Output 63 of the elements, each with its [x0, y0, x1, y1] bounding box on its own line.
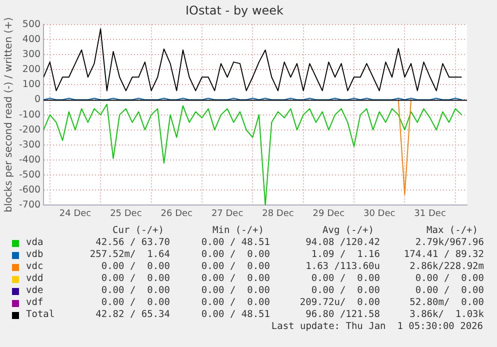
chart-title: IOstat - by week	[185, 3, 284, 18]
y-axis-title: blocks per second read (-) / written (+)	[4, 17, 15, 212]
text: 42.56 / 63.70	[96, 237, 170, 248]
text: 94.08 /120.42	[306, 237, 380, 248]
legend-label: vde	[26, 285, 44, 296]
legend-label: vda	[26, 237, 44, 248]
y-tick-label: 100	[22, 79, 41, 90]
y-tick-label: 200	[22, 64, 41, 76]
text: 3.86k/ 1.03k	[410, 309, 484, 320]
text: 2.86k/228.92m	[410, 261, 484, 272]
legend-label: Total	[26, 309, 55, 320]
legend-label: vdb	[26, 249, 44, 260]
text: 1.63 /113.60u	[306, 261, 380, 272]
y-tick-label: -200	[19, 124, 41, 136]
text: 42.82 / 65.34	[96, 309, 170, 320]
text: 0.00 / 0.00	[101, 261, 170, 272]
text: Cur (-/+)	[112, 225, 164, 236]
text: 0.00 / 0.00	[201, 261, 270, 272]
text: 96.80 /121.58	[306, 309, 380, 320]
legend-label: vdf	[26, 297, 44, 308]
y-tick-label: -700	[19, 200, 41, 211]
text: 0.00 / 0.00	[311, 273, 380, 284]
text: 0.00 / 0.00	[415, 285, 484, 296]
text: 0.00 / 48.51	[201, 237, 270, 248]
text: Avg (-/+)	[322, 225, 374, 236]
text: Last update: Thu Jan 1 05:30:00 2026	[271, 321, 483, 332]
y-tick-label: -600	[19, 184, 41, 196]
text: 1.09 / 1.16	[311, 249, 380, 260]
text: 0.00 / 0.00	[201, 249, 270, 260]
text: 2.79k/967.96	[415, 237, 484, 248]
text: 0.00 / 0.00	[101, 297, 170, 308]
text: 0.00 / 48.51	[201, 309, 270, 320]
text: 52.80m/ 0.00	[410, 297, 484, 308]
x-tick-label: 24 Dec	[59, 208, 92, 219]
text: 0.00 / 0.00	[101, 273, 170, 284]
y-tick-label: 500	[22, 18, 41, 30]
x-tick-label: 29 Dec	[312, 208, 345, 219]
legend-label: vdd	[26, 273, 44, 284]
x-tick-label: 28 Dec	[262, 208, 294, 219]
text: 209.72u/ 0.00	[300, 297, 380, 308]
x-tick-label: 26 Dec	[160, 208, 193, 219]
y-tick-label: -500	[19, 170, 41, 181]
text: 0.00 / 0.00	[311, 285, 380, 296]
x-tick-label: 31 Dec	[414, 208, 446, 219]
x-tick-label: 30 Dec	[363, 208, 396, 219]
y-tick-label: -300	[19, 139, 41, 150]
y-tick-label: 300	[22, 49, 41, 60]
y-tick-label: -400	[19, 154, 41, 166]
text: 0.00 / 0.00	[101, 285, 170, 296]
x-tick-label: 25 Dec	[110, 208, 142, 219]
text: Max (-/+)	[426, 225, 478, 236]
text: Min (-/+)	[212, 225, 264, 236]
text: 257.52m/ 1.64	[90, 249, 170, 260]
legend-label: vdc	[26, 261, 44, 272]
text: 0.00 / 0.00	[201, 297, 270, 308]
x-tick-label: 27 Dec	[211, 208, 244, 219]
y-tick-label: -100	[19, 109, 41, 120]
text: 0.00 / 0.00	[201, 273, 270, 284]
y-tick-label: 0	[34, 94, 41, 106]
text: 0.00 / 0.00	[415, 273, 484, 284]
text: 174.41 / 89.32	[404, 249, 484, 260]
y-tick-label: 400	[22, 34, 41, 45]
text: 0.00 / 0.00	[201, 285, 270, 296]
